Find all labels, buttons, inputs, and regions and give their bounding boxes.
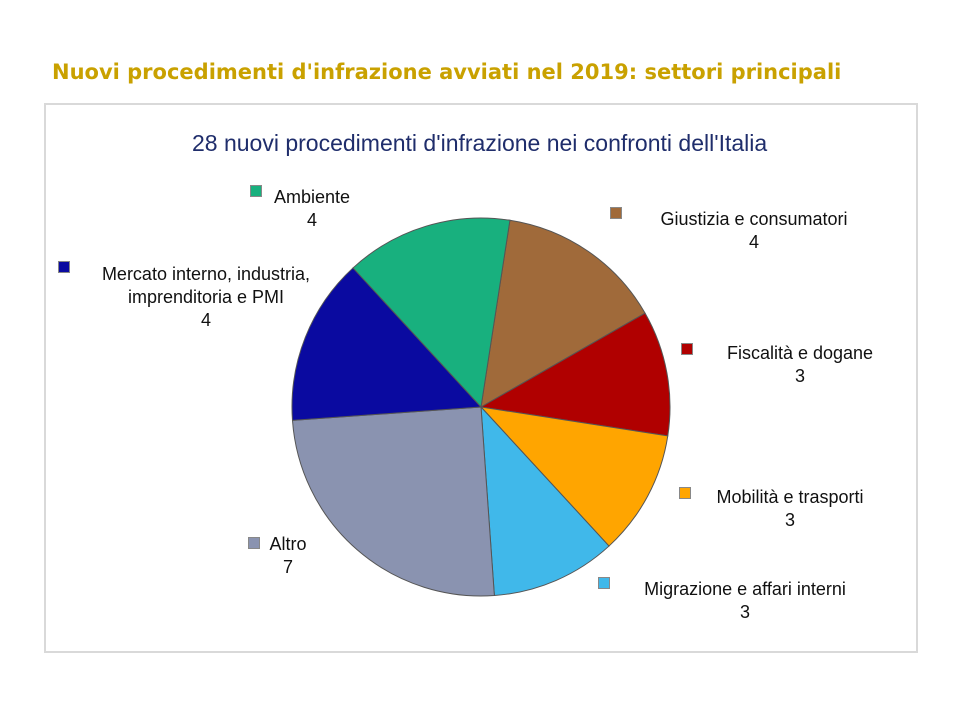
legend-swatch [681, 343, 693, 355]
pie-slice [352, 217, 511, 409]
legend-swatch [58, 261, 70, 273]
pie-slice [479, 406, 669, 547]
pie-slice [479, 312, 671, 437]
pie-slice [291, 267, 483, 421]
slice-label: Altro 7 [258, 533, 318, 579]
slice-label: Giustizia e consumatori 4 [634, 208, 874, 254]
chart-frame [44, 103, 918, 653]
pie-slice [480, 405, 610, 597]
legend-swatch [248, 537, 260, 549]
slice-value: 4 [200, 310, 211, 330]
pie-slice [291, 406, 495, 597]
page-title: Nuovi procedimenti d'infrazione avviati … [52, 60, 842, 84]
slice-label-text: Ambiente [273, 187, 351, 207]
legend-swatch [610, 207, 622, 219]
slice-value: 3 [739, 602, 750, 622]
legend-swatch [598, 577, 610, 589]
slice-value: 4 [306, 210, 317, 230]
slice-label-text: Fiscalità e dogane [726, 343, 874, 363]
pie-slice [480, 219, 646, 408]
slice-label-text: Giustizia e consumatori [660, 209, 848, 229]
legend-swatch [250, 185, 262, 197]
slice-label: Fiscalità e dogane 3 [700, 342, 900, 388]
slice-value: 3 [794, 366, 805, 386]
slice-value: 3 [784, 510, 795, 530]
slice-label-text: Migrazione e affari interni [644, 579, 846, 599]
slice-value: 7 [282, 557, 293, 577]
slice-label-text: Mercato interno, industria, imprenditori… [101, 264, 311, 307]
slice-value: 4 [748, 232, 759, 252]
slice-label: Mobilità e trasporti 3 [690, 486, 890, 532]
slice-label: Mercato interno, industria, imprenditori… [76, 263, 336, 332]
chart-title: 28 nuovi procedimenti d'infrazione nei c… [192, 130, 768, 156]
slice-label: Ambiente 4 [262, 186, 362, 232]
slice-label-text: Mobilità e trasporti [716, 487, 864, 507]
legend-swatch [679, 487, 691, 499]
slice-label-text: Altro [269, 534, 307, 554]
slice-label: Migrazione e affari interni 3 [615, 578, 875, 624]
